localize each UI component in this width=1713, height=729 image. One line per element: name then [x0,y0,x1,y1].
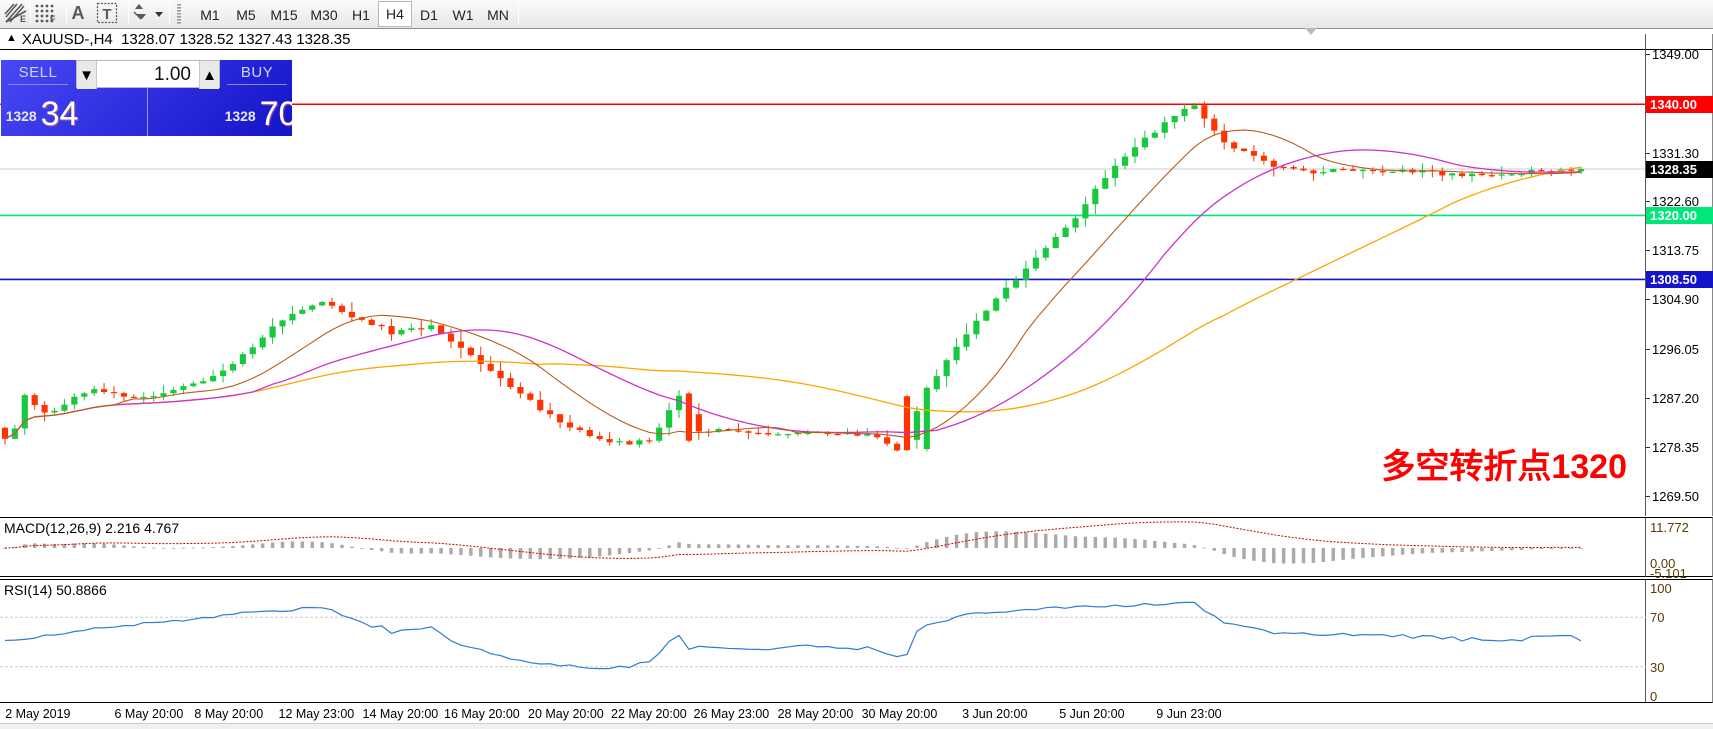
svg-text:T: T [102,6,111,23]
